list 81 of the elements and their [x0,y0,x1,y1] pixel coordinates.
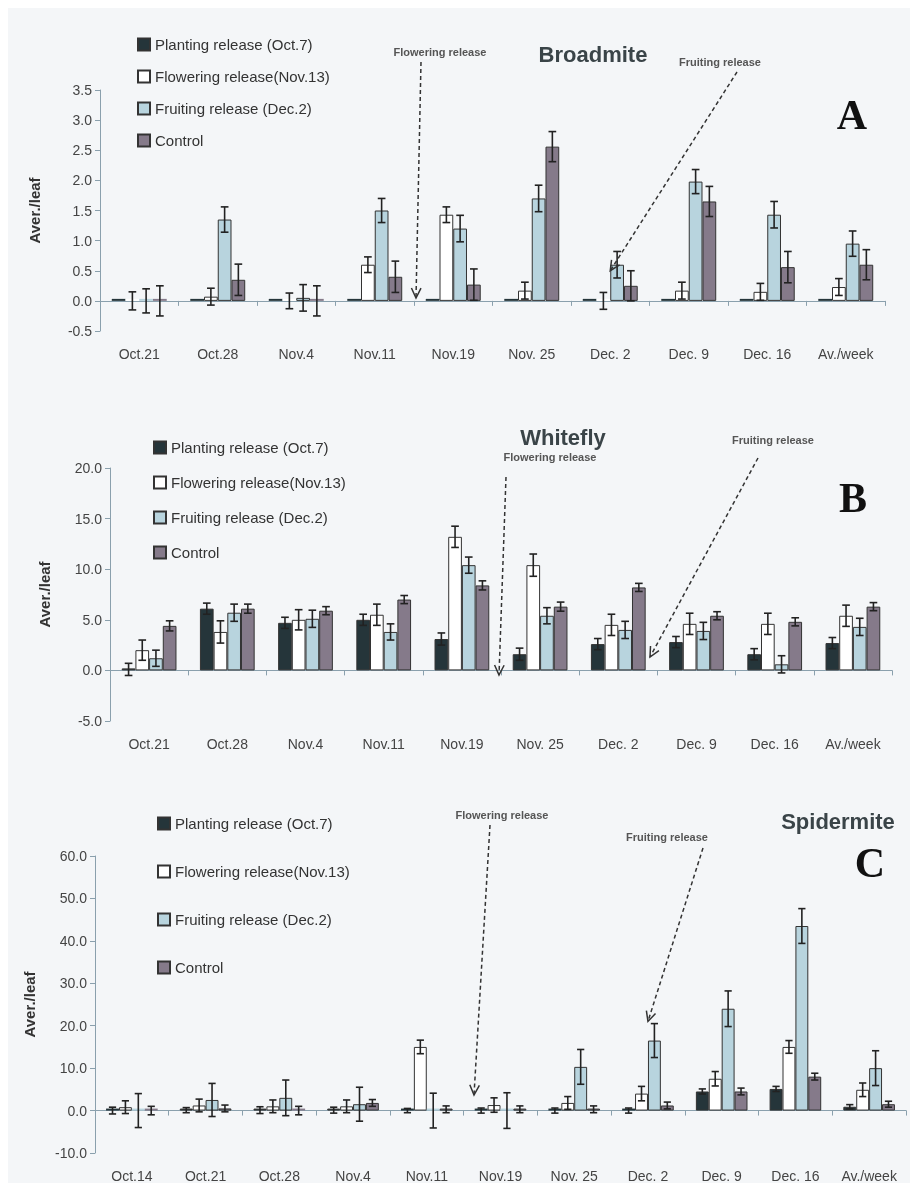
legend-label: Flowering release(Nov.13) [155,68,330,85]
y-tick-label: 10.0 [74,561,103,578]
x-tick-label: Oct.28 [197,346,239,362]
y-tick-label: 0.0 [72,292,93,309]
x-tick-label: Nov.19 [478,1168,523,1184]
y-tick-label: 0.0 [82,662,103,679]
y-tick-label: 50.0 [59,890,88,907]
annotation: Fruiting release [679,56,761,68]
y-tick-label: 5.0 [82,611,103,628]
x-tick-label: Nov.4 [335,1168,372,1184]
x-tick-label: Av./week [841,1168,898,1184]
y-tick-label: -5.0 [77,713,103,729]
chart-title: Broadmite [538,41,648,67]
text: Flowering release [393,46,487,58]
legend-label: Control [171,544,220,561]
chart-title: Spidermite [781,808,895,834]
x-tick-label: Nov.11 [405,1168,449,1184]
y-tick-label: 60.0 [59,848,88,864]
y-tick-label: 20.0 [59,1017,88,1034]
x-tick-label: Dec. 9 [701,1168,743,1184]
chart-title: Whitefly [520,424,607,450]
legend-label: Planting release (Oct.7) [175,815,333,832]
y-tick-label: 2.5 [72,142,93,159]
text: Fruiting release [732,434,814,446]
x-tick-label: Dec. 2 [627,1168,669,1184]
x-tick-label: Dec. 2 [598,736,639,752]
x-tick-label: Oct.21 [184,1168,227,1184]
legend-label: Fruiting release (Dec.2) [171,509,328,526]
x-tick-label: Nov. 25 [508,346,556,362]
x-tick-label: Oct.21 [128,736,170,752]
y-tick-label: 1.5 [72,202,93,219]
legend-label: Flowering release(Nov.13) [171,474,346,491]
y-axis-title: Aver./leaf [21,970,38,1038]
y-tick-label: 0.5 [72,262,93,279]
y-axis-title: Aver./leaf [36,560,53,628]
x-tick-label: Nov.19 [440,736,484,752]
x-tick-label: Dec. 16 [771,1168,820,1184]
x-tick-label: Nov.4 [287,736,324,752]
text: Flowering release [455,809,549,821]
x-tick-label: Oct.28 [206,736,249,752]
x-tick-label: Av./week [825,736,882,752]
y-tick-label: -0.5 [67,323,93,339]
annotation: A [836,92,868,138]
x-tick-label: Nov.4 [278,346,315,362]
y-tick-label: 3.0 [72,112,93,129]
y-tick-label: 10.0 [59,1060,88,1077]
x-tick-label: Oct.14 [111,1168,153,1184]
y-tick-label: -10.0 [55,1145,88,1161]
x-tick-label: Dec. 2 [590,346,631,362]
x-tick-label: Dec. 16 [750,736,800,752]
y-tick-label: 0.0 [67,1102,88,1119]
legend-label: Fruiting release (Dec.2) [175,911,332,928]
x-tick-label: Av./week [817,346,875,362]
x-tick-label: Oct.21 [118,346,161,362]
text: Flowering release [503,451,597,463]
y-tick-label: 3.5 [72,82,93,98]
legend-label: Fruiting release (Dec.2) [155,100,312,117]
x-tick-label: Nov. 25 [516,736,564,752]
x-tick-label: Dec. 16 [743,346,792,362]
x-tick-label: Nov.19 [431,346,476,362]
annotation: B [838,475,868,521]
x-tick-label: Dec. 9 [668,346,710,362]
y-tick-label: 40.0 [59,932,88,949]
legend-label: Control [155,132,204,149]
y-tick-label: 2.0 [72,172,93,189]
annotation: C [854,840,886,886]
legend-label: Planting release (Oct.7) [155,36,313,53]
y-tick-label: 30.0 [59,975,88,992]
x-tick-label: Nov.11 [362,736,406,752]
y-axis-title: Aver./leaf [26,176,43,244]
x-tick-label: Dec. 9 [676,736,717,752]
y-tick-label: 1.0 [72,232,93,249]
x-tick-label: Nov. 25 [550,1168,599,1184]
y-tick-label: 15.0 [74,510,103,527]
legend-label: Control [175,959,224,976]
annotation: Fruiting release [626,831,708,843]
legend-label: Flowering release(Nov.13) [175,863,350,880]
y-tick-label: 20.0 [74,460,103,476]
legend-label: Planting release (Oct.7) [171,439,329,456]
x-tick-label: Nov.11 [353,346,397,362]
x-tick-label: Oct.28 [258,1168,301,1184]
